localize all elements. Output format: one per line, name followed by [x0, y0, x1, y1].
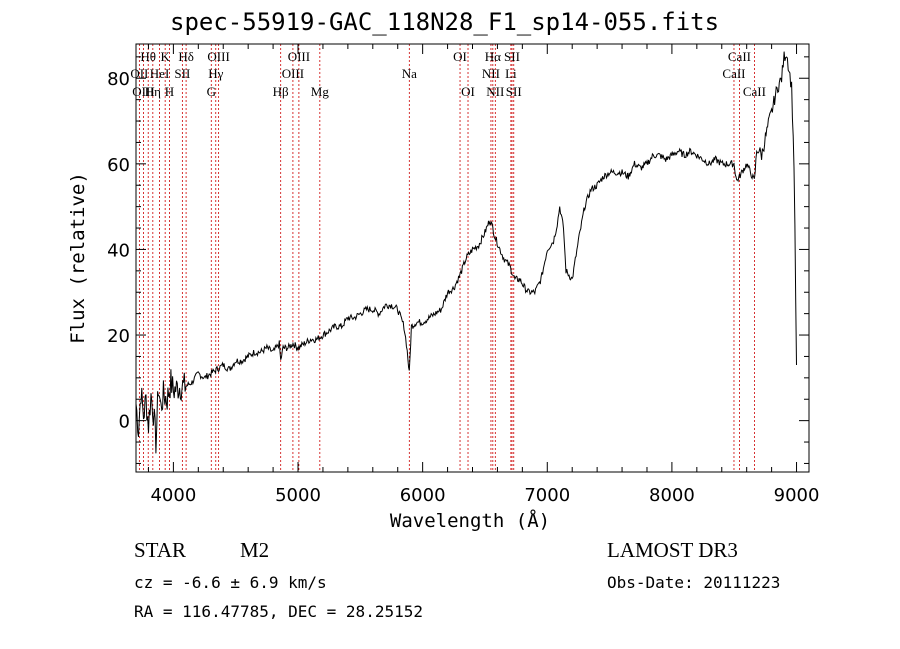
y-tick-label: 60	[107, 155, 130, 176]
line-label: Mg	[311, 84, 330, 99]
line-label: CaII	[722, 66, 745, 81]
y-axis-label: Flux (relative)	[67, 172, 89, 344]
chart-title: spec-55919-GAC_118N28_F1_sp14-055.fits	[170, 8, 720, 36]
line-label: SII	[504, 49, 520, 64]
line-label: OII	[130, 66, 148, 81]
line-label: Li	[505, 66, 517, 81]
y-tick-label: 20	[107, 326, 130, 347]
redshift-text: cz = -6.6 ± 6.9 km/s	[134, 573, 327, 592]
coordinates: RA = 116.47785, DEC = 28.25152	[134, 602, 423, 621]
line-label: G	[207, 84, 216, 99]
line-label: OIII	[288, 49, 310, 64]
line-label: NII	[486, 84, 504, 99]
line-label: Hδ	[178, 49, 194, 64]
x-tick-label: 9000	[774, 485, 820, 506]
object-class: STAR	[134, 538, 186, 562]
line-label: SII	[506, 84, 522, 99]
line-label: OI	[461, 84, 475, 99]
spectrum-line	[135, 51, 797, 454]
line-label: HeI	[150, 66, 170, 81]
line-label: OI	[453, 49, 467, 64]
line-label: Hγ	[208, 66, 223, 81]
obs-date: Obs-Date: 20111223	[607, 573, 781, 592]
line-label: SII	[174, 66, 190, 81]
line-label: Hη	[145, 84, 161, 99]
line-label: OIII	[282, 66, 304, 81]
line-label: Hβ	[273, 84, 289, 99]
x-tick-label: 4000	[150, 485, 196, 506]
survey-name: LAMOST DR3	[607, 538, 738, 562]
line-label: OIII	[207, 49, 229, 64]
y-tick-label: 80	[107, 69, 130, 90]
plot-frame	[135, 43, 810, 473]
y-tick-label: 40	[107, 240, 130, 261]
object-subclass: M2	[240, 538, 270, 562]
line-label: H	[165, 84, 174, 99]
line-label: Hα	[485, 49, 501, 64]
line-label: OIII	[132, 84, 154, 99]
x-tick-label: 5000	[275, 485, 321, 506]
x-tick-label: 7000	[524, 485, 570, 506]
x-axis-label: Wavelength (Å)	[389, 510, 551, 532]
line-label: CaII	[743, 84, 766, 99]
line-label: Hθ	[140, 49, 156, 64]
y-tick-label: 0	[119, 412, 130, 433]
line-label: NII	[482, 66, 500, 81]
x-tick-label: 8000	[649, 485, 695, 506]
line-label: CaII	[728, 49, 751, 64]
line-label: Na	[402, 66, 417, 81]
line-label: K	[160, 49, 170, 64]
x-tick-label: 6000	[400, 485, 446, 506]
